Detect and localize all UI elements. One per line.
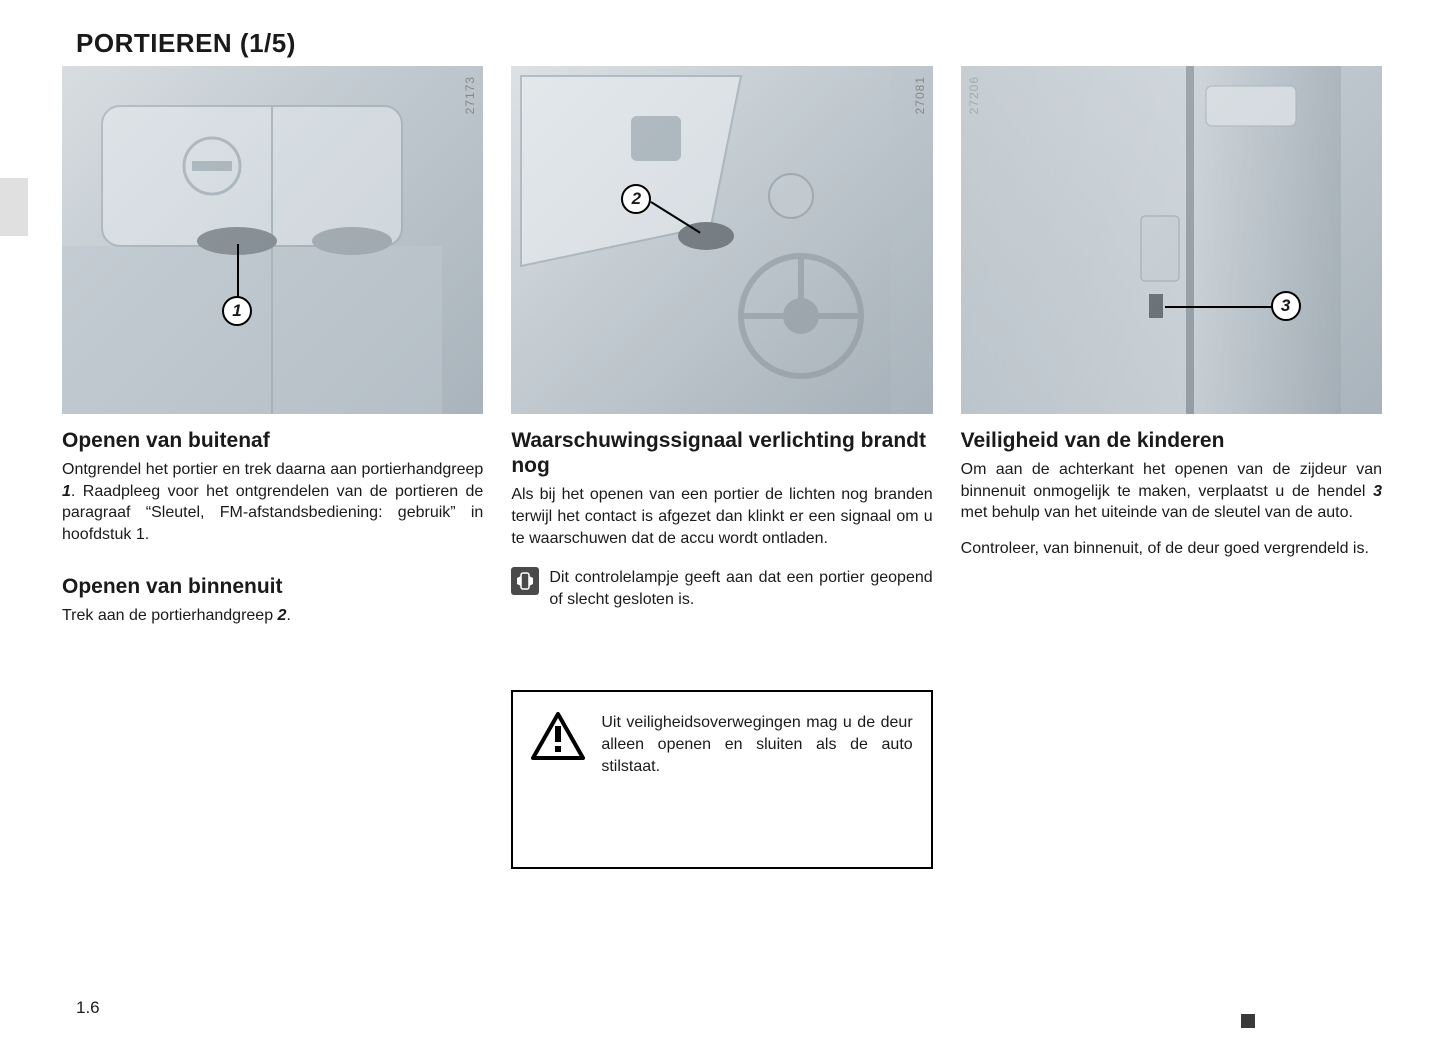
figure-exterior-handle: 27173 1 bbox=[62, 66, 483, 414]
callout-badge-3: 3 bbox=[1271, 291, 1301, 321]
page-edge-tab bbox=[0, 178, 28, 236]
warning-triangle-icon bbox=[531, 712, 585, 765]
callout-label: 2 bbox=[632, 189, 641, 209]
figure-child-lock: 27206 3 bbox=[961, 66, 1382, 414]
door-open-indicator-text: Dit controlelampje geeft aan dat een por… bbox=[549, 567, 932, 610]
content-columns: 27173 1 Openen van buitenaf Ontgrendel h… bbox=[62, 66, 1382, 869]
body-child-safety-check: Controleer, van binnenuit, of de deur go… bbox=[961, 538, 1382, 560]
body-open-outside: Ontgrendel het portier en trek daarna aa… bbox=[62, 459, 483, 545]
heading-open-inside: Openen van binnenuit bbox=[62, 574, 483, 599]
column-1: 27173 1 Openen van buitenaf Ontgrendel h… bbox=[62, 66, 483, 869]
body-open-inside: Trek aan de portierhandgreep 2. bbox=[62, 605, 483, 627]
page-number: 1.6 bbox=[76, 998, 100, 1018]
callout-label: 1 bbox=[232, 301, 241, 321]
callout-badge-1: 1 bbox=[222, 296, 252, 326]
body-warning-lights: Als bij het openen van een portier de li… bbox=[511, 484, 932, 549]
corner-crop-mark bbox=[1241, 1014, 1255, 1028]
safety-warning-box: Uit veiligheidsoverwegingen mag u de deu… bbox=[511, 690, 932, 869]
column-3: 27206 3 Veiligheid van de kinderen Om aa… bbox=[961, 66, 1382, 869]
heading-warning-lights: Waarschuwingssignaal verlichting brandt … bbox=[511, 428, 932, 478]
door-open-indicator-row: Dit controlelampje geeft aan dat een por… bbox=[511, 567, 932, 610]
page-title: PORTIEREN (1/5) bbox=[76, 28, 296, 59]
figure-code: 27173 bbox=[463, 76, 477, 114]
heading-child-safety: Veiligheid van de kinderen bbox=[961, 428, 1382, 453]
body-child-safety: Om aan de achterkant het openen van de z… bbox=[961, 459, 1382, 524]
car-interior-sketch bbox=[511, 66, 891, 414]
door-open-indicator-icon bbox=[511, 567, 539, 595]
car-exterior-sketch bbox=[62, 66, 442, 414]
callout-line-3 bbox=[1165, 306, 1273, 308]
callout-label: 3 bbox=[1281, 296, 1290, 316]
figure-code: 27081 bbox=[913, 76, 927, 114]
callout-line-1 bbox=[237, 244, 239, 299]
car-door-edge-sketch bbox=[961, 66, 1341, 414]
safety-warning-text: Uit veiligheidsoverwegingen mag u de deu… bbox=[601, 712, 912, 777]
heading-open-outside: Openen van buitenaf bbox=[62, 428, 483, 453]
figure-interior-handle: 27081 2 bbox=[511, 66, 932, 414]
column-2: 27081 2 Waarschuwingssignaal verlichting… bbox=[511, 66, 932, 869]
